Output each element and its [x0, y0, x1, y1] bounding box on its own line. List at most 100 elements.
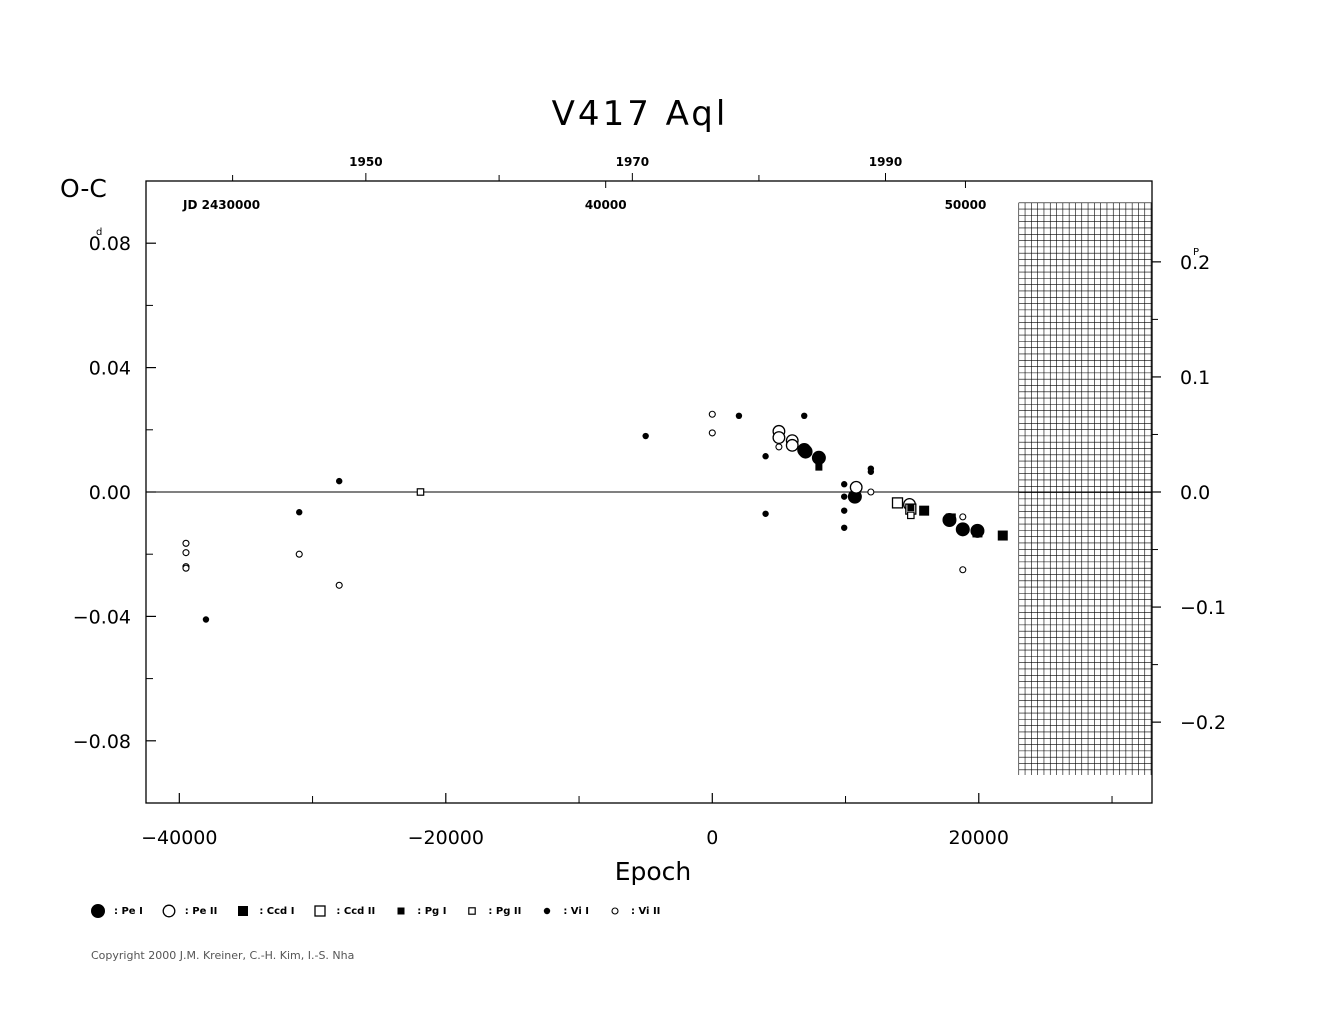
data-point-open-circle-small — [335, 581, 343, 589]
legend-symbol — [238, 906, 249, 916]
data-point-filled-circle-small — [801, 412, 808, 420]
y-tick-label-right: 0.0 — [1180, 482, 1210, 504]
data-point-filled-circle-small — [841, 481, 848, 488]
data-point-filled-circle-small — [296, 509, 303, 516]
data-point-open-circle-large — [772, 431, 786, 445]
data-point-filled-circle-small — [841, 507, 848, 514]
y-tick-label-left: 0.08 — [89, 233, 131, 255]
legend-label: : Vi I — [563, 905, 589, 917]
data-point-open-circle-small — [182, 549, 190, 557]
y-tick-label-right: −0.2 — [1180, 712, 1226, 734]
data-point-filled-circle-small — [841, 493, 848, 500]
x-tick-label: 0 — [706, 827, 718, 849]
x-tick-label: −40000 — [141, 827, 217, 849]
data-point-filled-circle-large — [798, 444, 813, 459]
legend-label: : Pg II — [488, 905, 522, 917]
legend-label: : Ccd I — [259, 905, 295, 917]
jd-tick-label: 40000 — [585, 198, 627, 212]
legend-item: : Vi I — [539, 903, 589, 919]
legend-item: : Pe II — [161, 903, 218, 919]
legend-label: : Vi II — [631, 905, 661, 917]
data-point-open-circle-small — [959, 513, 967, 521]
legend-label: : Ccd II — [336, 905, 376, 917]
data-point-open-circle-small — [959, 566, 967, 574]
jd-tick-label: 50000 — [945, 198, 987, 212]
legend-marker-open-square-large — [314, 905, 327, 917]
data-point-open-circle-small — [775, 443, 783, 451]
x-tick-label: 20000 — [949, 827, 1009, 849]
legend-item: : Pg I — [393, 903, 446, 919]
legend-marker-open-circle-small — [611, 907, 619, 915]
legend-marker-filled-square-small — [397, 907, 405, 915]
year-tick-label: 1970 — [616, 155, 649, 169]
legend-marker-filled-circle-small — [544, 907, 551, 915]
data-point-filled-circle-small — [867, 468, 875, 475]
legend-item: : Pe I — [90, 903, 143, 919]
legend-marker-open-square-small — [468, 907, 477, 915]
year-tick-label: 1950 — [349, 155, 382, 169]
legend-symbol — [91, 904, 105, 918]
data-points — [182, 410, 1008, 623]
data-point-filled-square-large — [945, 513, 956, 524]
legend-marker-filled-square-large — [238, 906, 249, 916]
legend-item: : Pg II — [464, 903, 521, 919]
legend-symbol — [611, 907, 619, 915]
legend-marker-filled-circle-large — [91, 904, 105, 918]
x-axis-label: Epoch — [615, 857, 692, 886]
data-point-filled-circle-small — [202, 616, 210, 623]
data-point-filled-circle-small — [735, 412, 743, 420]
data-point-filled-circle-small — [336, 477, 343, 485]
year-tick-label: 1990 — [869, 155, 902, 169]
data-point-open-circle-small — [182, 539, 190, 547]
legend-symbol — [397, 907, 405, 915]
data-point-open-circle-small — [708, 410, 716, 418]
y-tick-label-left: 0.04 — [89, 358, 131, 380]
data-point-open-square-large — [891, 497, 904, 509]
y-tick-label-right: −0.1 — [1180, 597, 1226, 619]
chart-title: V417 Aql — [552, 94, 729, 134]
left-unit-label: d — [96, 227, 102, 238]
legend: : Pe I : Pe II : Ccd I : Ccd II : Pg I : Pg I… — [90, 902, 678, 920]
legend-symbol — [314, 905, 327, 917]
data-point-filled-square-large — [997, 530, 1008, 541]
y-tick-label-left: 0.00 — [89, 482, 131, 504]
data-point-open-square-small — [907, 511, 915, 520]
axes: −40000 −20000 0 20000 1950 1970 1990 40000 50000… — [73, 155, 1226, 849]
y-tick-label-left: −0.04 — [73, 606, 131, 628]
legend-item: : Ccd II — [312, 903, 375, 919]
right-unit-label: P — [1193, 247, 1199, 258]
legend-symbol — [162, 904, 176, 918]
legend-symbol — [544, 907, 551, 915]
data-point-filled-circle-small — [762, 510, 769, 517]
data-point-open-circle-small — [708, 429, 716, 437]
legend-label: : Pe II — [184, 905, 218, 917]
legend-label: : Pg I — [417, 905, 447, 917]
data-point-filled-circle-small — [762, 453, 769, 460]
legend-item: : Ccd I — [235, 903, 294, 919]
legend-label: : Pe I — [114, 905, 143, 917]
x-tick-label: −20000 — [408, 827, 484, 849]
y-tick-label-left: −0.08 — [73, 731, 131, 753]
data-point-filled-circle-small — [841, 524, 848, 531]
y-axis-label: O-C — [60, 174, 107, 203]
y-tick-label-right: 0.2 — [1180, 252, 1210, 274]
top-jd-label: JD 2430000 — [182, 198, 260, 212]
y-tick-label-right: 0.1 — [1180, 367, 1210, 389]
data-point-filled-square-large — [919, 505, 930, 516]
data-point-filled-square-large — [972, 527, 983, 538]
data-point-open-circle-small — [867, 488, 875, 496]
copyright-text: Copyright 2000 J.M. Kreiner, C.-H. Kim, … — [91, 949, 355, 962]
legend-item: : Vi II — [607, 903, 660, 919]
legend-marker-open-circle-large — [162, 904, 176, 918]
data-point-open-circle-small — [182, 564, 190, 572]
data-point-open-circle-small — [295, 550, 303, 558]
legend-symbol — [468, 907, 477, 915]
data-point-open-square-small — [416, 488, 425, 496]
data-point-filled-square-small — [815, 463, 823, 471]
future-grid — [1018, 202, 1152, 776]
data-point-open-circle-large — [849, 480, 863, 494]
data-point-open-circle-large — [785, 438, 799, 452]
data-point-filled-circle-large — [811, 450, 826, 465]
data-point-filled-circle-small — [642, 432, 649, 440]
